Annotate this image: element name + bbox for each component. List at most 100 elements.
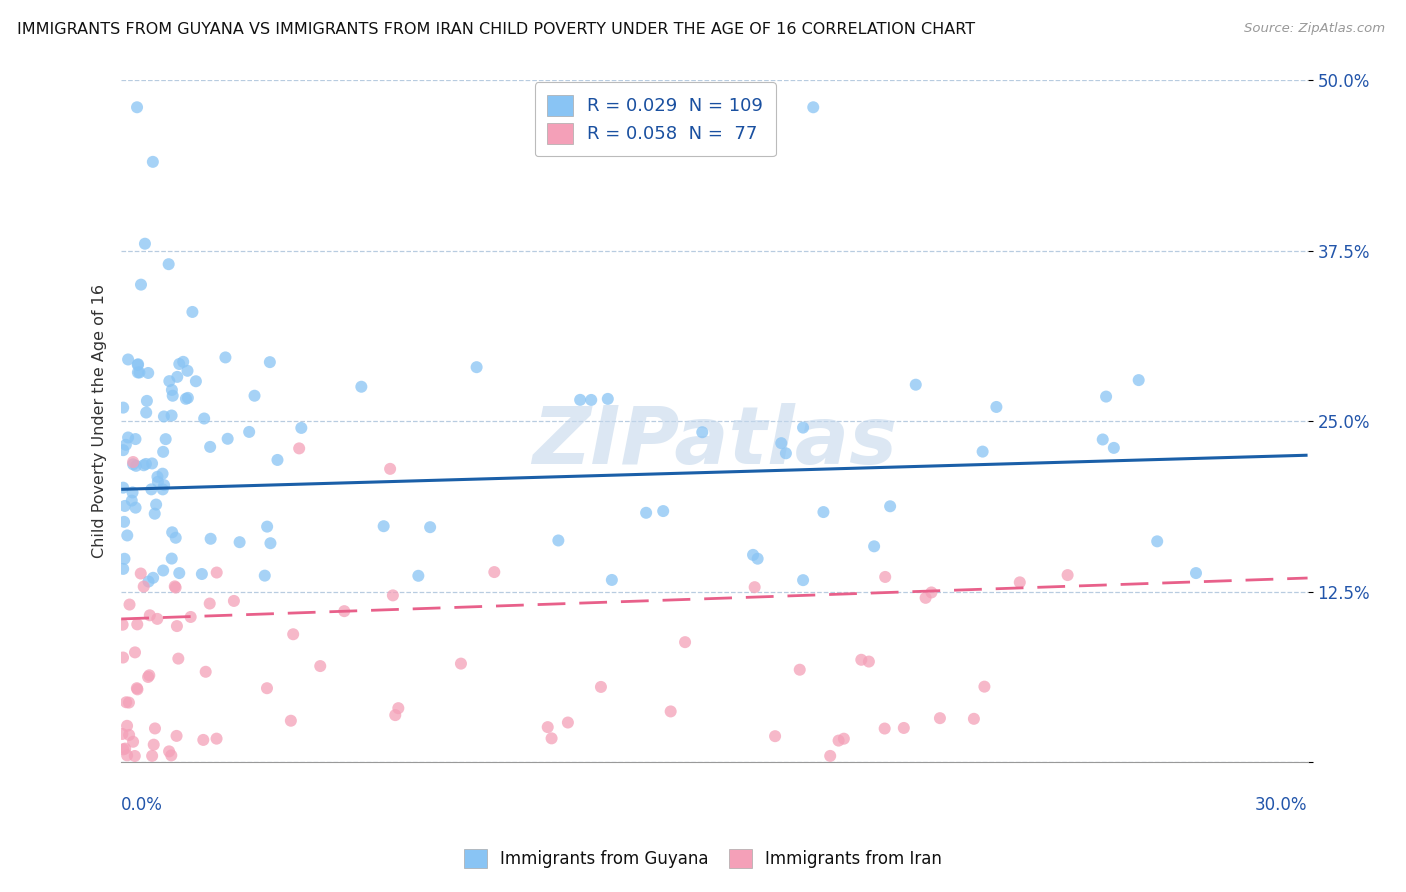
- Point: [112, 443, 135, 458]
- Point: [114, 551, 136, 566]
- Point: [600, 573, 623, 587]
- Point: [152, 467, 174, 481]
- Point: [124, 645, 146, 659]
- Point: [569, 392, 592, 407]
- Point: [146, 470, 169, 484]
- Point: [256, 519, 278, 533]
- Point: [153, 478, 176, 492]
- Point: [259, 536, 281, 550]
- Text: ZIPatlas: ZIPatlas: [531, 402, 897, 481]
- Point: [193, 411, 215, 425]
- Point: [117, 528, 139, 542]
- Point: [176, 364, 198, 378]
- Point: [384, 708, 406, 723]
- Legend: Immigrants from Guyana, Immigrants from Iran: Immigrants from Guyana, Immigrants from …: [457, 842, 949, 875]
- Point: [143, 722, 166, 736]
- Point: [115, 438, 138, 452]
- Point: [153, 409, 176, 424]
- Point: [174, 392, 197, 406]
- Point: [136, 366, 159, 380]
- Point: [152, 483, 174, 497]
- Point: [537, 720, 560, 734]
- Point: [827, 733, 849, 747]
- Point: [690, 425, 713, 440]
- Point: [243, 389, 266, 403]
- Point: [124, 500, 146, 515]
- Point: [118, 696, 141, 710]
- Point: [652, 504, 675, 518]
- Point: [114, 499, 136, 513]
- Point: [373, 519, 395, 533]
- Point: [198, 597, 221, 611]
- Point: [135, 457, 157, 471]
- Point: [280, 714, 302, 728]
- Point: [117, 352, 139, 367]
- Point: [963, 712, 986, 726]
- Point: [893, 721, 915, 735]
- Point: [659, 705, 682, 719]
- Point: [141, 457, 163, 471]
- Point: [112, 515, 135, 529]
- Point: [136, 670, 159, 684]
- Point: [166, 729, 188, 743]
- Point: [875, 570, 897, 584]
- Point: [589, 680, 612, 694]
- Point: [972, 444, 994, 458]
- Point: [127, 357, 149, 371]
- Point: [378, 462, 401, 476]
- Text: Source: ZipAtlas.com: Source: ZipAtlas.com: [1244, 22, 1385, 36]
- Text: IMMIGRANTS FROM GUYANA VS IMMIGRANTS FROM IRAN CHILD POVERTY UNDER THE AGE OF 16: IMMIGRANTS FROM GUYANA VS IMMIGRANTS FRO…: [17, 22, 974, 37]
- Point: [167, 651, 190, 665]
- Point: [256, 681, 278, 696]
- Point: [157, 744, 180, 758]
- Point: [143, 507, 166, 521]
- Legend: R = 0.029  N = 109, R = 0.058  N =  77: R = 0.029 N = 109, R = 0.058 N = 77: [534, 82, 776, 156]
- Point: [381, 588, 404, 602]
- Point: [125, 100, 148, 114]
- Point: [127, 358, 149, 372]
- Point: [851, 653, 873, 667]
- Point: [152, 564, 174, 578]
- Point: [160, 551, 183, 566]
- Point: [763, 729, 786, 743]
- Point: [547, 533, 569, 548]
- Point: [350, 380, 373, 394]
- Point: [117, 430, 139, 444]
- Point: [127, 366, 149, 380]
- Point: [191, 567, 214, 582]
- Point: [138, 668, 160, 682]
- Point: [205, 566, 228, 580]
- Point: [125, 681, 148, 696]
- Point: [1128, 373, 1150, 387]
- Point: [770, 436, 793, 450]
- Point: [744, 580, 766, 594]
- Point: [873, 722, 896, 736]
- Text: 0.0%: 0.0%: [121, 797, 163, 814]
- Point: [157, 257, 180, 271]
- Point: [813, 505, 835, 519]
- Point: [135, 405, 157, 419]
- Point: [914, 591, 936, 605]
- Point: [166, 619, 188, 633]
- Point: [114, 741, 136, 756]
- Point: [205, 731, 228, 746]
- Point: [450, 657, 472, 671]
- Point: [200, 532, 222, 546]
- Point: [832, 731, 855, 746]
- Point: [636, 506, 658, 520]
- Point: [673, 635, 696, 649]
- Point: [1185, 566, 1208, 580]
- Point: [1008, 575, 1031, 590]
- Point: [124, 749, 146, 764]
- Point: [165, 581, 187, 595]
- Point: [904, 377, 927, 392]
- Point: [141, 748, 163, 763]
- Point: [166, 370, 188, 384]
- Point: [132, 458, 155, 473]
- Point: [139, 608, 162, 623]
- Point: [169, 566, 191, 580]
- Point: [134, 236, 156, 251]
- Point: [266, 453, 288, 467]
- Point: [1095, 390, 1118, 404]
- Point: [177, 391, 200, 405]
